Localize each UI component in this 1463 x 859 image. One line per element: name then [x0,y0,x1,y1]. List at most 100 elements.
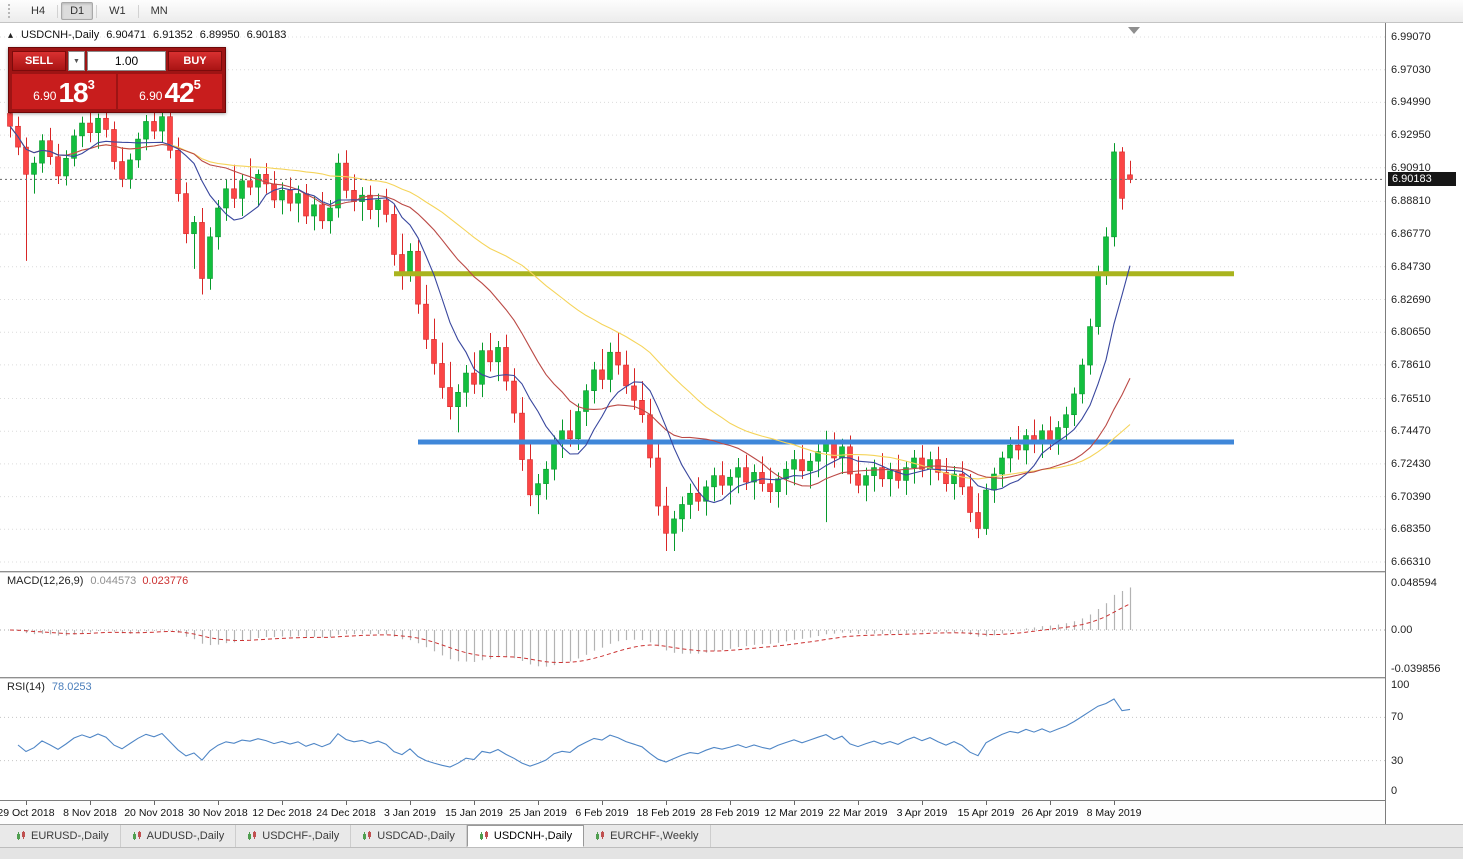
moving-average-8[interactable] [9,125,1131,504]
buy-price-prefix: 6.90 [139,89,163,103]
price-axis-label: 6.66310 [1391,556,1431,568]
chart-icon [479,831,488,840]
price-axis-label: 6.92950 [1391,129,1431,142]
price-axis-label: 6.78610 [1391,358,1431,371]
rsi-value: 78.0253 [51,681,92,693]
sell-button[interactable]: SELL [12,51,66,71]
chart-tab[interactable]: USDCNH-,Daily [466,825,585,847]
timeframe-button-w1[interactable]: W1 [109,5,126,17]
buy-price-pip: 5 [193,77,201,92]
chart-icon [132,831,141,840]
time-axis-tick [26,801,27,805]
time-axis-label: 12 Dec 2018 [252,807,312,819]
time-axis-label: 18 Feb 2019 [636,807,696,819]
status-bar [0,847,1463,859]
rsi-title: RSI(14) [7,681,45,693]
price-axis-label: 6.99070 [1391,31,1431,43]
time-axis-label: 12 Mar 2019 [764,807,824,819]
current-price-tag: 6.90183 [1388,172,1456,187]
chart-tab-label: EURUSD-,Daily [31,830,109,842]
macd-label: MACD(12,26,9) 0.044573 0.023776 [7,575,188,587]
macd-title: MACD(12,26,9) [7,575,84,587]
chart-tab[interactable]: AUDUSD-,Daily [121,825,237,847]
time-axis-label: 15 Apr 2019 [957,807,1015,819]
time-axis-label: 8 May 2019 [1086,807,1142,819]
time-axis-tick [666,801,667,805]
rsi-indicator-pane[interactable] [0,679,1385,800]
sell-price-big: 18 [58,77,88,108]
time-axis-tick [410,801,411,805]
timeframe-button-h4[interactable]: H4 [31,5,46,17]
time-axis-tick [1050,801,1051,805]
chart-symbol-period: USDCNH-,Daily [21,29,100,41]
price-axis-label: 6.84730 [1391,260,1431,273]
chart-tab[interactable]: EURUSD-,Daily [5,825,121,847]
chart-tab-label: USDCHF-,Daily [262,830,340,842]
rsi-axis-label: 70 [1391,711,1404,724]
price-axis-label: 6.76510 [1391,392,1431,405]
price-axis-label: 6.70390 [1391,490,1431,503]
price-axis-label: 6.80650 [1391,326,1431,339]
chart-icon [363,831,372,840]
time-axis-tick [282,801,283,805]
chart-tab[interactable]: EURCHF-,Weekly [584,825,711,847]
time-axis-tick [602,801,603,805]
moving-average-40[interactable] [9,125,1131,480]
macd-splitter[interactable] [0,571,1463,573]
chart-low-value: 6.89950 [199,29,240,41]
price-axis-label: 6.97030 [1391,63,1431,76]
time-axis-tick [794,801,795,805]
chart-icon [17,831,25,840]
time-axis[interactable]: 29 Oct 2018 8 Nov 2018 20 Nov 2018 30 Nov 2… [0,800,1385,824]
price-axis-label: 6.88810 [1391,195,1431,208]
chart-icon [248,831,257,840]
time-axis-label: 25 Jan 2019 [509,807,567,819]
rsi-axis-label: 100 [1391,679,1410,691]
volume-input[interactable] [87,51,166,71]
timeframe-button-d1[interactable]: D1 [61,2,94,20]
chart-tab-label: USDCAD-,Daily [377,830,455,842]
time-axis-tick [90,801,91,805]
time-axis-label: 8 Nov 2018 [63,807,117,819]
chart-open-value: 6.90471 [106,29,147,41]
time-axis-tick [1114,801,1115,805]
chart-title: ▴ USDCNH-,Daily 6.90471 6.91352 6.89950 … [8,29,286,41]
chart-tab-label: AUDUSD-,Daily [146,830,225,842]
candlestick-chart[interactable] [0,23,1385,571]
toolbar-separator [57,4,59,18]
chart-tab-label: USDCNH-,Daily [493,830,573,842]
buy-price-display[interactable]: 6.90 42 5 [118,74,222,109]
time-axis-label: 24 Dec 2018 [316,807,376,819]
chart-tab-label: EURCHF-,Weekly [610,830,699,842]
buy-button[interactable]: BUY [168,51,222,71]
chart-tab[interactable]: USDCHF-,Daily [236,825,352,847]
chart-shift-marker-icon [1128,27,1140,34]
price-axis-label: 6.72430 [1391,457,1431,470]
time-axis-tick [986,801,987,805]
volume-dropdown-button[interactable]: ▼ [68,51,85,71]
time-axis-label: 26 Apr 2019 [1021,807,1079,819]
chart-tab[interactable]: USDCAD-,Daily [351,825,467,847]
chart-icon [596,831,605,840]
timeframe-button-mn[interactable]: MN [150,5,168,17]
rsi-line [17,698,1131,768]
moving-average-20[interactable] [9,125,1131,487]
time-axis-tick [538,801,539,805]
one-click-panel-toggle-icon[interactable]: ▴ [8,29,14,41]
macd-signal-line [9,603,1131,664]
time-axis-tick [858,801,859,805]
rsi-axis-label: 0 [1391,785,1398,797]
toolbar-grip[interactable] [8,4,14,18]
time-axis-label: 22 Mar 2019 [828,807,888,819]
price-axis-label: 6.90910 [1391,161,1431,174]
rsi-splitter[interactable] [0,677,1463,679]
time-axis-label: 30 Nov 2018 [188,807,248,819]
sell-price-prefix: 6.90 [33,89,57,103]
time-axis-tick [474,801,475,805]
price-axis-label: 6.74470 [1391,425,1431,438]
macd-indicator-pane[interactable] [0,573,1385,677]
sell-price-display[interactable]: 6.90 18 3 [12,74,116,109]
price-axis[interactable]: 6.99070 6.97030 6.94990 6.92950 6.90910 6.888… [1385,23,1463,824]
price-axis-label: 6.86770 [1391,228,1431,241]
time-axis-label: 15 Jan 2019 [445,807,503,819]
